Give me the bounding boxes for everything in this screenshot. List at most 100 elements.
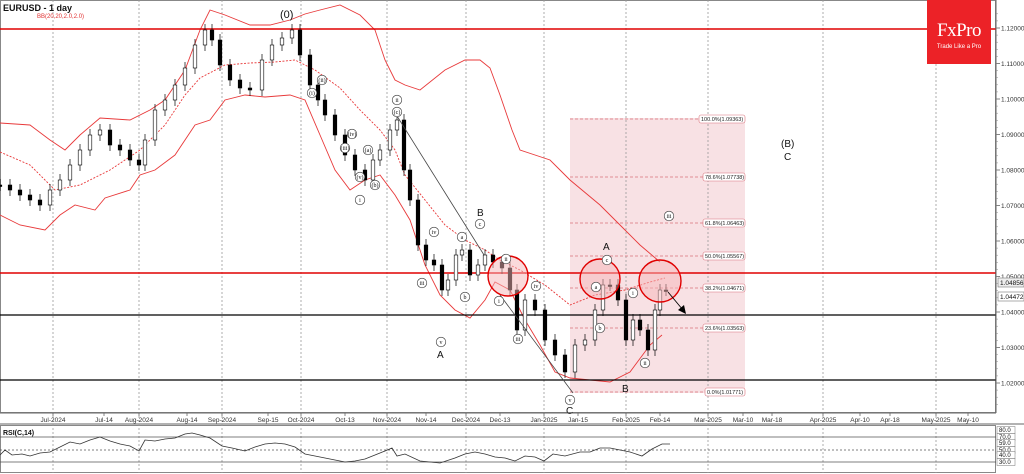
wave-label: i [632, 291, 634, 297]
wave-label: ii [643, 361, 647, 367]
current-price-tags: 1.04856 1.04472 [997, 277, 1024, 302]
date-label: Apr-10 [850, 417, 870, 424]
price-label: 1.04000 [1001, 309, 1024, 316]
svg-text:C: C [566, 406, 573, 417]
price-label: 1.11000 [1001, 61, 1024, 68]
trend-line[interactable] [396, 115, 485, 256]
svg-text:0.0%(1.01771): 0.0%(1.01771) [707, 390, 743, 396]
price-label: 1.09000 [1001, 132, 1024, 139]
wave-label: a [595, 285, 598, 291]
date-label: Mar-10 [733, 417, 754, 424]
date-label: Aug-2024 [125, 417, 154, 424]
wave-label: v [440, 340, 443, 346]
date-label: Apr-2025 [810, 417, 837, 424]
wave-label: iv [534, 284, 539, 290]
trend-line-2[interactable] [499, 294, 574, 394]
date-label: May-10 [957, 417, 979, 424]
wave-label: c [479, 222, 482, 228]
wave-label: (i) [309, 90, 315, 97]
date-label: Sep-2024 [208, 417, 237, 424]
wave-label: (iii) [341, 145, 350, 152]
date-label: Dec-13 [490, 417, 511, 424]
price-label: 1.07000 [1001, 203, 1024, 210]
wave-label: (a) [365, 147, 372, 154]
date-label: Jul-2024 [41, 417, 66, 424]
wave-label: iii [419, 281, 424, 287]
wave-label: ii [504, 257, 508, 263]
rsi-level-label: 80.0 [999, 428, 1011, 434]
indicator-label: BB(20,20,2.0,2.0) [37, 14, 85, 20]
price-label: 1.05000 [1001, 274, 1024, 281]
svg-text:(0): (0) [280, 9, 293, 21]
wave-label: b [599, 326, 602, 332]
wave-label: (ii) [318, 77, 325, 84]
logo-tagline: Trade Like a Pro [936, 44, 982, 50]
svg-text:50.0%(1.05567): 50.0%(1.05567) [705, 254, 744, 260]
highlight-circles [487, 255, 682, 303]
date-label: Oct-2024 [288, 417, 315, 424]
price-label: 1.08000 [1001, 167, 1024, 174]
wave-label: (v) [357, 174, 364, 181]
date-label: Mar-18 [762, 417, 783, 424]
rsi-level-label: 50.0 [999, 448, 1011, 454]
wave-label: i [359, 198, 361, 204]
fibonacci-labels: 100.0%(1.09363) 78.6%(1.07738) 61.8%(1.0… [698, 114, 746, 397]
svg-text:B: B [622, 384, 629, 395]
wave-labels: (0) (B) C A B C A B [280, 9, 794, 417]
rsi-pane [0, 432, 996, 464]
bollinger-bands [0, 4, 666, 383]
svg-text:B: B [477, 208, 484, 219]
wave-label: v [569, 398, 572, 404]
date-label: May-2025 [922, 417, 951, 424]
svg-text:23.6%(1.03563): 23.6%(1.03563) [705, 326, 744, 332]
wave-label: i [498, 299, 500, 305]
wave-label: iv [432, 230, 437, 236]
chart-title: EURUSD - 1 day [3, 3, 73, 13]
date-label: Mar-2025 [694, 417, 722, 424]
wave-label: iii [515, 337, 520, 343]
wave-label: iii [666, 214, 671, 220]
wave-label: c [606, 258, 609, 264]
rsi-level-label: 30.0 [999, 460, 1011, 466]
svg-text:61.8%(1.06463): 61.8%(1.06463) [705, 221, 744, 227]
svg-text:1.04472: 1.04472 [1000, 294, 1024, 301]
wave-label: ii [395, 98, 399, 104]
date-label: Apr-18 [880, 417, 900, 424]
wave-label: (b) [372, 182, 379, 189]
date-label: Jul-14 [95, 417, 113, 424]
date-label: Oct-13 [335, 417, 355, 424]
price-label: 1.10000 [1001, 96, 1024, 103]
rsi-pane-frame [0, 425, 996, 473]
wave-label: (c) [394, 109, 401, 116]
date-label: Jan-2025 [530, 417, 557, 424]
date-label: Aug-14 [177, 417, 198, 424]
svg-text:C: C [784, 152, 791, 163]
price-label: 1.03000 [1001, 345, 1024, 352]
svg-text:100.0%(1.09363): 100.0%(1.09363) [701, 117, 743, 123]
wave-label: (iv) [348, 131, 357, 138]
forecast-arrow [667, 291, 686, 314]
candlesticks [0, 24, 669, 378]
main-pane-frame [0, 0, 996, 413]
wave-label: a [461, 235, 464, 241]
date-label: Sep-15 [258, 417, 279, 424]
circled-wave-labels: (i)(ii)(iii)(iv)(v)(a)(b)(c)iiiiiiivvabc… [306, 74, 675, 406]
rsi-level-label: 40.0 [999, 453, 1011, 459]
wave-label: b [464, 295, 467, 301]
logo-brand: FxPro [937, 20, 981, 41]
date-label: Jan-15 [568, 417, 588, 424]
date-label: Dec-2024 [452, 417, 481, 424]
date-label: Feb-2025 [612, 417, 640, 424]
svg-text:(B): (B) [781, 139, 794, 150]
rsi-label: RSI(C,14) [3, 430, 35, 437]
date-axis-labels: Jul-2024 Jul-14 Aug-2024 Aug-14 Sep-2024 Sep-… [41, 413, 979, 424]
price-label: 1.02000 [1001, 380, 1024, 387]
price-axis-labels: 1.12000 1.11000 1.10000 1.09000 1.08000 1.070… [996, 13, 1024, 405]
rsi-axis-labels: 80.070.059.050.040.030.0 [996, 426, 1016, 466]
rsi-level-label: 70.0 [999, 435, 1011, 441]
svg-text:38.2%(1.04671): 38.2%(1.04671) [705, 286, 744, 292]
fxpro-logo: FxPro Trade Like a Pro [927, 0, 991, 64]
price-label: 1.06000 [1001, 238, 1024, 245]
date-label: Feb-14 [650, 417, 671, 424]
